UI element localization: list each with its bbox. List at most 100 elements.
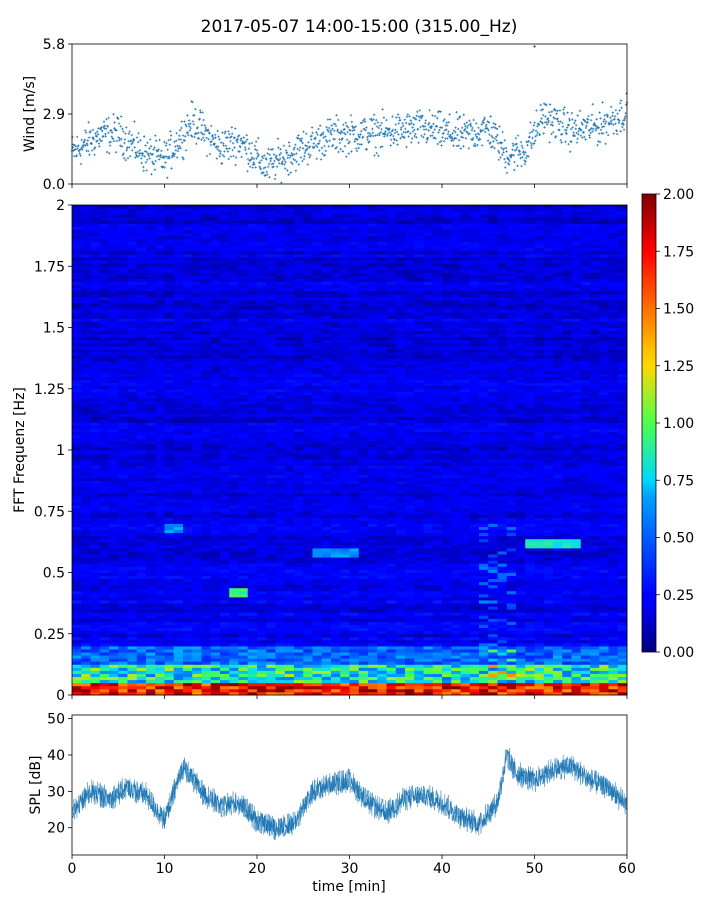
wind-point xyxy=(191,120,195,123)
spectrogram-cell xyxy=(257,260,267,264)
spectrogram-cell xyxy=(201,486,212,491)
spectrogram-cell xyxy=(118,523,128,527)
spectrogram-cell xyxy=(183,394,193,399)
spectrogram-cell xyxy=(164,563,175,567)
spectrogram-cell xyxy=(192,324,202,328)
spectrogram-cell xyxy=(210,685,221,690)
spectrogram-cell xyxy=(257,646,267,650)
wind-point xyxy=(116,117,120,121)
wind-point xyxy=(282,157,285,160)
spectrogram-cell xyxy=(164,548,175,552)
spectrogram-cell xyxy=(229,250,239,255)
spectrogram-cell xyxy=(164,306,175,310)
spectrogram-cell xyxy=(164,664,175,668)
spectrogram-cell xyxy=(210,352,221,356)
wind-point xyxy=(175,139,178,143)
spectrogram-cell xyxy=(247,290,258,295)
spectrogram-cell xyxy=(229,397,239,402)
spectrogram-cell xyxy=(275,621,286,625)
spectrogram-cell xyxy=(183,440,193,445)
spectrogram-cell xyxy=(99,563,110,567)
wind-point xyxy=(149,145,153,148)
wind-point xyxy=(562,113,566,116)
wind-point xyxy=(549,123,553,126)
spectrogram-cell xyxy=(81,299,91,304)
spectrogram-cell xyxy=(81,526,91,531)
spectrogram-cell xyxy=(155,575,165,580)
spectrogram-cell xyxy=(192,220,202,224)
spectrogram-cell xyxy=(266,275,276,279)
spectrogram-cell xyxy=(229,480,239,485)
spectrogram-cell xyxy=(90,324,101,328)
wind-point xyxy=(540,117,543,120)
spectrogram-cell xyxy=(257,205,267,209)
spectrogram-cell xyxy=(173,260,184,264)
spectrogram-cell xyxy=(81,532,91,537)
wind-point xyxy=(562,108,565,111)
spectrogram-cell xyxy=(99,575,110,580)
spectrogram-cell xyxy=(164,250,175,255)
spectrogram-cell xyxy=(210,226,221,230)
spectrogram-cell xyxy=(238,529,249,534)
spectrogram-cell xyxy=(99,226,110,230)
wind-point xyxy=(486,120,489,123)
spectrogram-cell xyxy=(81,434,91,439)
wind-point xyxy=(500,146,503,150)
spectrogram-cell xyxy=(183,229,193,233)
spectrogram-cell xyxy=(164,385,175,390)
spectrogram-cell xyxy=(99,290,110,295)
spectrogram-cell xyxy=(118,508,128,512)
wind-point xyxy=(467,132,470,136)
spectrogram-cell xyxy=(127,275,138,279)
spectrogram-cell xyxy=(183,511,193,515)
spectrogram-cell xyxy=(109,309,119,313)
spectrogram-cell xyxy=(229,352,239,356)
wind-point xyxy=(79,162,83,166)
spectrogram-cell xyxy=(238,287,249,292)
spectrogram-cell xyxy=(173,208,184,212)
wind-point xyxy=(267,147,270,151)
spectrogram-cell xyxy=(81,505,91,509)
spectrogram-cell xyxy=(220,425,230,429)
wind-point xyxy=(278,157,282,161)
spectrogram-cell xyxy=(173,434,184,439)
spectrogram-cell xyxy=(266,361,276,365)
wind-point xyxy=(443,118,446,121)
spectrogram-cell xyxy=(118,306,128,310)
wind-point xyxy=(132,138,136,142)
spectrogram-cell xyxy=(90,229,101,233)
spectrogram-cell xyxy=(164,685,175,690)
spectrogram-cell xyxy=(99,296,110,301)
spectrogram-cell xyxy=(201,480,212,485)
spectrogram-cell xyxy=(201,269,212,273)
spectrogram-cell xyxy=(164,437,175,442)
spectrogram-cell xyxy=(127,597,138,601)
spectrogram-cell xyxy=(266,278,276,282)
spectrogram-cell xyxy=(173,342,184,347)
spectrogram-cell xyxy=(220,309,230,313)
spectrogram-cell xyxy=(164,434,175,439)
spectrogram-cell xyxy=(127,453,138,457)
spectrogram-cell xyxy=(173,327,184,331)
spectrogram-cell xyxy=(90,563,101,567)
spectrogram-cell xyxy=(257,226,267,230)
spectrogram-cell xyxy=(210,220,221,224)
spectrogram-cell xyxy=(247,462,258,466)
spectrogram-cell xyxy=(201,590,212,595)
spectrogram-cell xyxy=(127,590,138,595)
wind-point xyxy=(378,124,382,127)
wind-point xyxy=(141,152,145,155)
spectrogram-cell xyxy=(146,345,156,350)
spectrogram-cell xyxy=(201,535,212,540)
spectrogram-cell xyxy=(238,385,249,390)
spectrogram-cell xyxy=(109,630,119,635)
spectrogram-cell xyxy=(247,563,258,567)
spectrogram-cell xyxy=(99,581,110,586)
spectrogram-cell xyxy=(229,293,239,298)
spectrogram-cell xyxy=(146,260,156,264)
spectrogram-cell xyxy=(146,266,156,270)
spectrogram-cell xyxy=(136,597,147,601)
spectrogram-cell xyxy=(183,352,193,356)
spectrogram-cell xyxy=(183,630,193,635)
spectrogram-cell xyxy=(275,575,286,580)
